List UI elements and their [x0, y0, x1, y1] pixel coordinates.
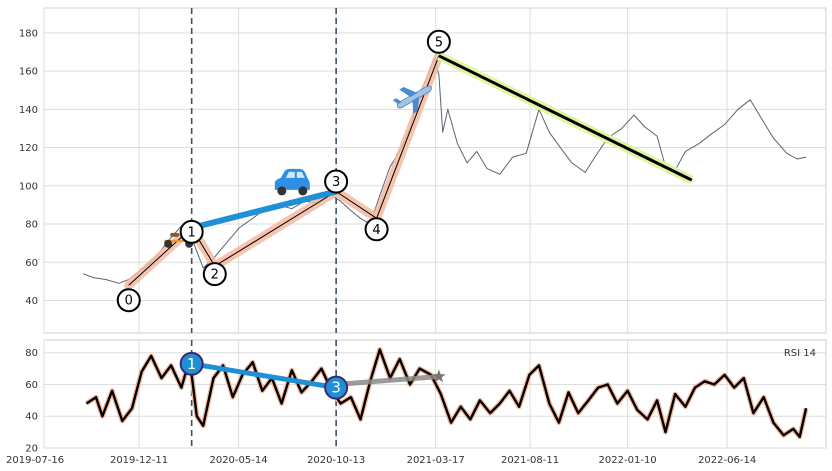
car-wheel [277, 186, 287, 196]
rsi-panel: 20 40 60 80 1 3 [25, 339, 827, 455]
price-y-tick-label: 160 [19, 67, 38, 78]
rsi-y-tick-label: 60 [25, 380, 38, 391]
rsi-y-tick-label: 80 [25, 348, 38, 359]
rsi-panel-frame [43, 339, 827, 449]
x-tick-label: 2022-06-14 [698, 455, 756, 466]
wave-point-marker [179, 219, 204, 244]
car-wheel [298, 186, 308, 196]
x-tick-label: 2019-12-11 [110, 455, 168, 466]
rsi-point-marker [179, 351, 204, 376]
price-y-tick-label: 120 [19, 143, 38, 154]
price-y-tick-label: 80 [25, 220, 38, 231]
wave-point-label: 0 [125, 294, 133, 309]
wave-point-marker [364, 217, 389, 242]
wave-point-label: 1 [188, 225, 196, 240]
rsi-y-tick-label: 20 [25, 444, 38, 455]
x-tick-label: 2020-05-14 [209, 455, 267, 466]
wave-point-label: 3 [332, 175, 340, 190]
car-window [296, 171, 305, 178]
price-y-tick-label: 60 [25, 258, 38, 269]
rsi-label: RSI 14 [784, 348, 816, 359]
price-panel: 40 60 80 100 120 140 160 180 0 1 2 3 4 5 [19, 7, 827, 334]
scooter-wheel [164, 239, 173, 248]
airplane-tail [392, 98, 402, 104]
car-window [285, 171, 295, 178]
rsi-trend-blue [189, 361, 339, 391]
x-tick-label: 2020-10-13 [307, 455, 365, 466]
airplane-icon [392, 85, 432, 114]
wave-point-marker [202, 262, 227, 287]
rsi-y-tick-label: 40 [25, 412, 38, 423]
rsi-point-label: 3 [331, 379, 341, 397]
rsi-line [85, 348, 808, 439]
scooter-seat [170, 232, 180, 237]
price-y-tick-label: 180 [19, 28, 38, 39]
wave-point-label: 5 [435, 35, 443, 50]
price-y-tick-label: 100 [19, 181, 38, 192]
rsi-point-label: 1 [187, 355, 197, 373]
star-icon [432, 369, 446, 383]
x-tick-label: 2019-07-16 [6, 455, 64, 466]
airplane-wing [412, 96, 420, 114]
wave-point-label: 2 [211, 268, 219, 283]
wave-point-marker [324, 169, 349, 194]
rsi-point-marker [324, 375, 349, 400]
x-axis: 2019-07-16 2019-12-11 2020-05-14 2020-10-13… [6, 455, 756, 466]
price-y-tick-label: 40 [25, 296, 38, 307]
price-y-tick-label: 140 [19, 105, 38, 116]
rsi-trend-gray [333, 374, 442, 387]
car-icon [274, 168, 310, 196]
x-tick-label: 2022-01-10 [599, 455, 657, 466]
x-tick-label: 2021-03-17 [407, 455, 465, 466]
x-tick-label: 2021-08-11 [501, 455, 559, 466]
airplane-wing [399, 87, 418, 97]
trend-blue-line [188, 188, 340, 231]
wave-point-marker [426, 29, 451, 54]
trend-yellow-line [438, 54, 693, 182]
wave-point-marker [116, 288, 141, 313]
wave-point-label: 4 [372, 223, 380, 238]
